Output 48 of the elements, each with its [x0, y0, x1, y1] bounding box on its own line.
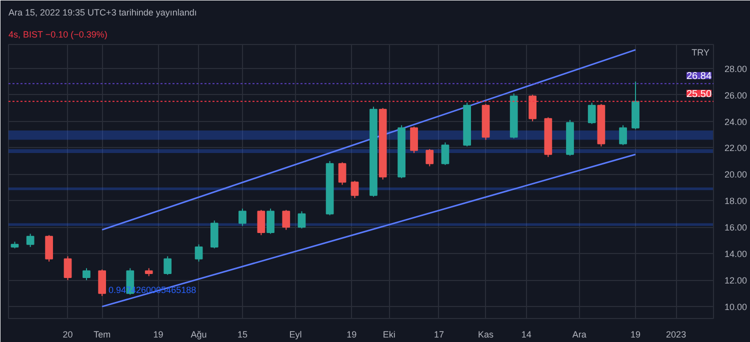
y-tick-label: 10.00	[724, 302, 748, 312]
x-tick-label: Eki	[382, 330, 396, 340]
chart-subtitle: 4s, BIST −0.10 (−0.39%)	[8, 30, 108, 40]
candlestick	[528, 94, 536, 122]
y-tick-label: 16.00	[724, 222, 748, 233]
x-tick-label: 20	[62, 330, 73, 340]
candlestick	[266, 208, 274, 234]
candlestick	[441, 142, 450, 166]
candlestick	[210, 220, 218, 249]
x-tick-label: Eyl	[289, 330, 302, 340]
x-tick-label: 19	[346, 330, 357, 340]
y-axis-title: TRY	[692, 48, 710, 58]
candlestick	[238, 208, 246, 226]
x-tick-label: 19	[630, 330, 641, 340]
candlestick	[619, 124, 627, 146]
x-tick-label: Kas	[478, 330, 494, 340]
candlestick	[588, 102, 596, 124]
candlestick	[426, 148, 434, 167]
candlestick	[45, 234, 53, 262]
x-tick-label: Tem	[94, 330, 111, 340]
x-tick-label: 14	[521, 330, 532, 340]
x-tick-label: Ara	[572, 330, 586, 340]
y-tick-label: 22.00	[724, 143, 748, 154]
candlestick	[257, 209, 266, 236]
candlestick	[350, 180, 359, 199]
candlestick	[194, 244, 203, 262]
y-tick-label: 24.00	[724, 116, 748, 127]
y-tick-label: 20.00	[724, 170, 748, 180]
x-tick-label: 17	[434, 330, 444, 340]
x-tick-label: 2023	[666, 330, 686, 340]
chart-title: Ara 15, 2022 19:35 UTC+3 tarihinde yayınlandı	[8, 8, 197, 18]
x-tick-label: 15	[237, 330, 248, 340]
x-tick-label: 19	[153, 330, 164, 340]
candlestick	[82, 268, 90, 281]
candlestick	[410, 126, 418, 154]
candlestick	[282, 209, 290, 230]
candlestick	[98, 269, 106, 296]
candlestick	[298, 210, 306, 229]
y-tick-label: 18.00	[724, 196, 748, 206]
y-tick-label: 26.00	[724, 90, 748, 100]
y-tick-label: 12.00	[724, 276, 748, 286]
y-tick-label: 28.00	[724, 64, 748, 74]
x-tick-label: Ağu	[190, 330, 207, 340]
candlestick	[338, 162, 346, 186]
candlestick	[26, 233, 34, 248]
y-tick-label: 14.00	[724, 249, 748, 260]
candlestick	[64, 256, 72, 281]
candlestick	[164, 256, 172, 276]
